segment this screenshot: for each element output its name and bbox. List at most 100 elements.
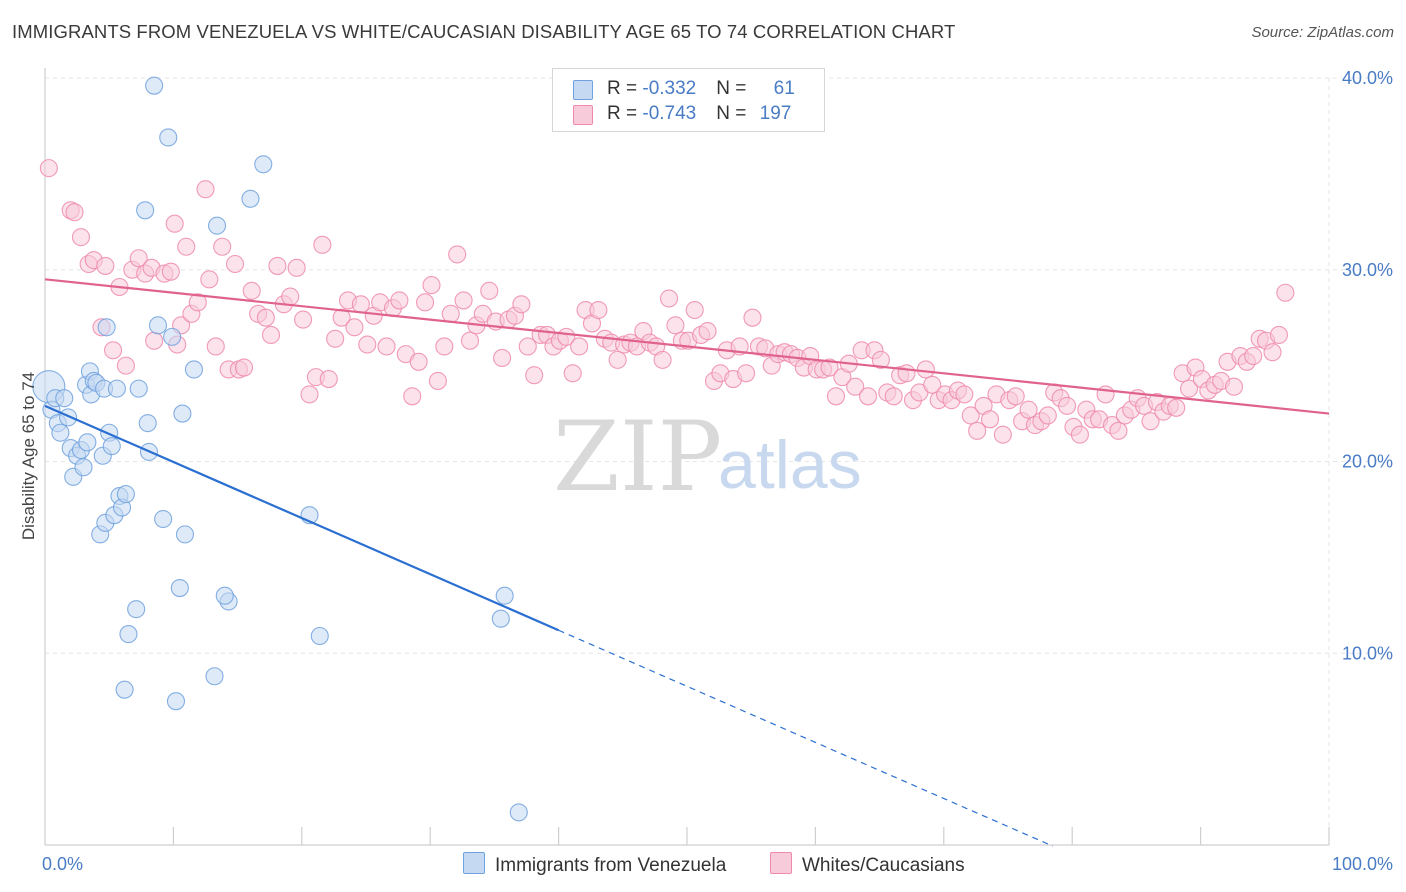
data-point [287,258,306,277]
legend-r-value: -0.332 [642,78,697,99]
data-point [698,322,717,341]
data-point [1058,396,1077,415]
data-point [65,203,84,222]
data-point [225,254,245,274]
data-point [1109,421,1128,440]
data-point [1263,343,1282,362]
data-point [871,350,890,369]
data-point [148,316,168,335]
data-point [261,325,281,344]
data-point [116,485,135,504]
data-point [254,155,273,174]
y-tick-label: 40.0% [1342,68,1393,88]
data-point [129,249,148,268]
data-point [136,201,155,220]
chart-title: IMMIGRANTS FROM VENEZUELA VS WHITE/CAUCA… [12,21,956,42]
data-point [310,626,329,646]
data-point [993,425,1012,444]
points-whites-caucasians [39,159,1295,444]
data-point [980,410,1000,429]
data-point [184,360,203,379]
data-point [165,214,184,233]
data-point [409,352,428,371]
data-point [104,341,123,360]
data-point [161,262,180,281]
data-point [491,609,510,628]
data-point [961,406,980,425]
data-point [71,228,91,247]
trend-line-extension [558,629,1054,847]
data-point [390,291,409,310]
data-point [313,235,332,254]
data-point [441,304,460,323]
legend-swatch-blue [463,852,485,874]
y-tick-label: 10.0% [1342,643,1393,663]
legend-n-label: N = [716,78,752,99]
data-point [1038,406,1057,425]
data-point [268,256,287,275]
data-point [916,360,935,379]
data-point [213,237,232,256]
data-point [332,308,351,327]
legend-r-value: -0.743 [642,103,697,124]
data-point [608,350,627,369]
data-point [1019,400,1038,419]
legend-n-label: N = [716,103,752,124]
data-point [166,692,186,711]
data-point [512,295,531,314]
data-point [589,300,608,320]
data-point [570,337,589,356]
trend-line [44,404,560,632]
data-point [666,316,685,335]
data-point [145,331,164,350]
data-point [51,423,70,442]
watermark-zip: ZIP [553,401,722,513]
data-point [119,625,138,644]
data-point [170,579,189,598]
data-point [923,375,942,394]
data-point [1167,398,1186,417]
data-point [319,369,338,389]
data-point [39,159,58,178]
data-point [518,337,537,356]
data-point [659,289,679,308]
data-point [163,327,182,346]
data-point [884,387,903,406]
data-point [460,331,480,350]
data-point [1179,379,1199,398]
data-point [74,458,93,477]
data-point [281,287,300,306]
data-point [653,350,672,369]
data-point [1070,425,1089,444]
legend-r-label: R = [607,78,643,99]
data-point [102,437,121,456]
data-point [55,389,74,408]
watermark: ZIP atlas [553,401,862,513]
data-point [737,364,756,383]
data-point [480,281,499,300]
data-point [448,245,467,264]
data-point [241,189,260,208]
data-point [234,358,254,377]
data-point [177,237,196,256]
legend-swatch-blue [573,80,593,100]
trend-line [44,278,1330,415]
legend-label: Whites/Caucasians [802,855,965,876]
data-point [1141,412,1160,431]
data-point [145,76,164,95]
data-point [428,371,447,391]
data-point [509,803,528,822]
points-immigrants-venezuela [32,76,528,822]
data-point [115,680,134,699]
data-point [200,270,219,289]
data-point [129,379,148,398]
data-point [107,379,126,398]
data-point [495,586,514,605]
data-point [826,387,845,406]
data-point [256,308,275,327]
ticks: 10.0% 20.0% 30.0% 40.0% 0.0% 100.0% [42,68,1393,874]
data-point [1269,325,1288,344]
data-point [1096,385,1115,404]
legend-item-venezuela: Immigrants from Venezuela [463,852,726,877]
chart-source: Source: ZipAtlas.com [1251,24,1394,41]
